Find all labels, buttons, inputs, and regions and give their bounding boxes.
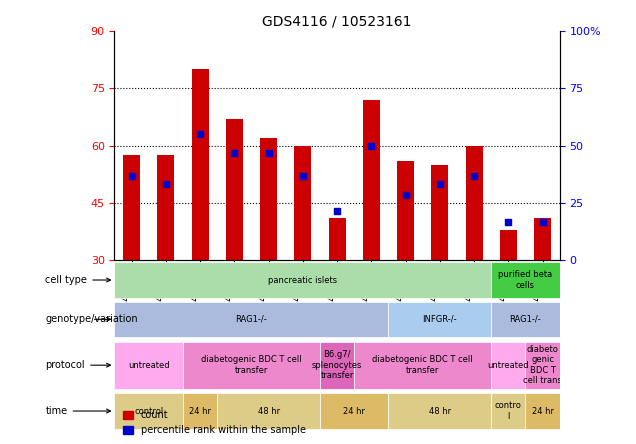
Bar [466,146,483,260]
Legend: count, percentile rank within the sample: count, percentile rank within the sample [120,407,310,439]
FancyBboxPatch shape [320,393,389,429]
Title: GDS4116 / 10523161: GDS4116 / 10523161 [262,15,412,28]
Bar [500,230,517,260]
FancyBboxPatch shape [320,341,354,389]
Bar [157,155,174,260]
Text: diabetogenic BDC T cell
transfer: diabetogenic BDC T cell transfer [201,356,301,375]
FancyBboxPatch shape [491,341,525,389]
FancyBboxPatch shape [389,301,491,337]
Point [263,150,273,157]
Text: 48 hr: 48 hr [429,407,451,416]
Point [401,192,411,199]
FancyBboxPatch shape [183,341,320,389]
FancyBboxPatch shape [183,393,218,429]
Text: INFGR-/-: INFGR-/- [422,315,457,324]
Text: pancreatic islets: pancreatic islets [268,276,337,285]
FancyBboxPatch shape [114,301,389,337]
Point [127,173,137,180]
Text: control: control [134,407,163,416]
Point [435,180,445,187]
FancyBboxPatch shape [525,393,560,429]
Bar [191,69,209,260]
Text: 24 hr: 24 hr [343,407,365,416]
Point [332,207,342,214]
Text: 24 hr: 24 hr [189,407,211,416]
Bar [534,218,551,260]
Point [469,173,479,180]
FancyBboxPatch shape [525,341,560,389]
Text: diabetogenic BDC T cell
transfer: diabetogenic BDC T cell transfer [373,356,473,375]
FancyBboxPatch shape [389,393,491,429]
FancyBboxPatch shape [114,262,491,297]
Bar [397,161,414,260]
Point [503,218,513,226]
Text: RAG1-/-: RAG1-/- [509,315,541,324]
Bar [260,138,277,260]
Point [195,131,205,138]
Bar [431,165,448,260]
Text: protocol: protocol [46,360,111,370]
Text: purified beta
cells: purified beta cells [499,270,553,290]
Text: 24 hr: 24 hr [532,407,553,416]
Text: untreated: untreated [488,361,529,370]
Text: time: time [46,406,111,416]
Text: genotype/variation: genotype/variation [46,314,138,324]
Text: 48 hr: 48 hr [258,407,280,416]
Bar [363,100,380,260]
Bar [226,119,243,260]
Text: contro
l: contro l [495,401,522,421]
FancyBboxPatch shape [218,393,320,429]
FancyBboxPatch shape [491,301,560,337]
Text: diabeto
genic
BDC T
cell trans: diabeto genic BDC T cell trans [523,345,562,385]
Point [366,142,377,149]
Point [298,173,308,180]
Bar [294,146,312,260]
Text: untreated: untreated [128,361,170,370]
Text: RAG1-/-: RAG1-/- [235,315,267,324]
Bar [123,155,140,260]
Point [537,218,548,226]
Bar [329,218,345,260]
FancyBboxPatch shape [114,341,183,389]
Point [229,150,239,157]
FancyBboxPatch shape [491,393,525,429]
FancyBboxPatch shape [354,341,491,389]
Text: B6.g7/
splenocytes
transfer: B6.g7/ splenocytes transfer [312,350,363,380]
FancyBboxPatch shape [114,393,183,429]
Text: cell type: cell type [46,275,111,285]
FancyBboxPatch shape [491,262,560,297]
Point [161,180,171,187]
